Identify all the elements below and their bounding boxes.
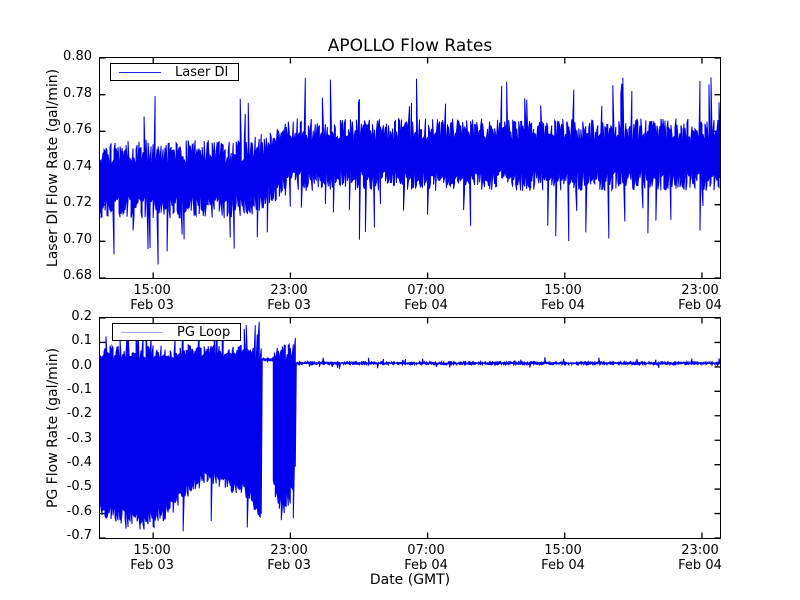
y-tick-label: 0.72	[63, 195, 92, 210]
x-tick-label: 23:00 Feb 03	[267, 283, 311, 313]
pg-loop-legend-line-sample	[121, 331, 163, 333]
chart-title: APOLLO Flow Rates	[327, 36, 493, 56]
y-tick-label: -0.6	[66, 503, 92, 519]
y-tick-label: -0.2	[66, 406, 92, 422]
y-tick-label: 0.68	[63, 268, 92, 283]
y-tick-label: -0.7	[66, 528, 92, 543]
y-tick-label: 0.2	[71, 309, 92, 324]
bottom-axes-pg-loop	[99, 317, 721, 539]
pg-loop-plot	[100, 318, 720, 538]
x-tick-label: 07:00 Feb 04	[404, 543, 448, 573]
y-tick-label: 0.70	[63, 231, 92, 247]
x-tick-label: 23:00 Feb 03	[267, 543, 311, 573]
x-tick-label: 23:00 Feb 04	[678, 543, 722, 573]
x-tick-label: 15:00 Feb 03	[130, 543, 174, 573]
y-tick-label: 0.1	[71, 333, 92, 349]
y-tick-label: -0.5	[66, 479, 92, 495]
y-tick-label: 0.0	[71, 357, 92, 373]
laser-di-legend: Laser DI	[110, 63, 240, 81]
x-tick-label: 07:00 Feb 04	[404, 283, 448, 313]
y-tick-label: -0.3	[66, 430, 92, 446]
laser-di-legend-line-sample	[119, 71, 161, 73]
x-tick-label: 15:00 Feb 04	[541, 283, 585, 313]
y-tick-label: 0.76	[63, 122, 92, 137]
laser-di-plot	[100, 58, 720, 278]
y-tick-label: 0.78	[63, 85, 92, 101]
top-axes-laser-di	[99, 57, 721, 279]
x-tick-label: 15:00 Feb 03	[130, 283, 174, 313]
x-axis-label: Date (GMT)	[369, 572, 451, 588]
y-tick-label: 0.74	[63, 158, 92, 174]
y-tick-label: 0.80	[63, 49, 92, 64]
y-tick-label: -0.4	[66, 455, 92, 470]
x-tick-label: 15:00 Feb 04	[541, 543, 585, 573]
pg-loop-legend-label: PG Loop	[177, 324, 231, 340]
pg-loop-legend: PG Loop	[112, 323, 242, 341]
laser-di-legend-label: Laser DI	[175, 64, 229, 80]
y-tick-label: -0.1	[66, 382, 92, 397]
x-tick-label: 23:00 Feb 04	[678, 283, 722, 313]
